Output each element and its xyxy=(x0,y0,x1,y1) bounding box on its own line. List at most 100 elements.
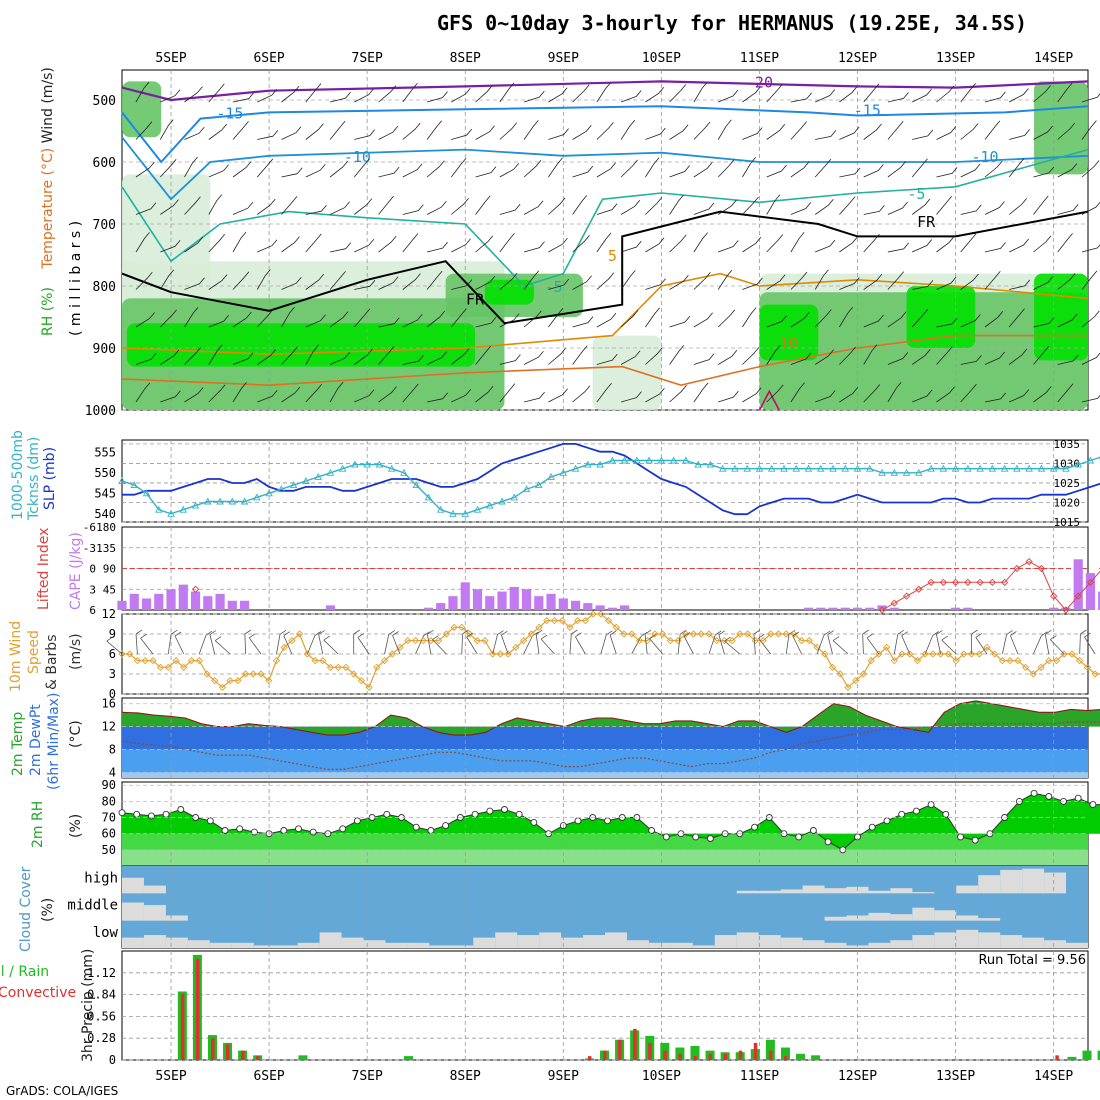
precip-conv-label: Convective xyxy=(0,985,76,1001)
wind-barb xyxy=(160,349,180,365)
thickness-point xyxy=(731,464,739,472)
wind-barb xyxy=(742,347,760,365)
wind-barb-10m xyxy=(248,633,262,655)
cape-bar xyxy=(1073,559,1083,610)
rh-tick: 60 xyxy=(102,827,116,841)
top-date-tick: 9SEP xyxy=(548,51,579,66)
thickness-point xyxy=(155,505,163,513)
wind-barb xyxy=(159,119,174,140)
cape-bar xyxy=(877,605,887,610)
wind-barb xyxy=(693,121,711,140)
wind-barb-10m xyxy=(106,636,123,655)
cape-bar xyxy=(154,593,164,610)
wind-barb xyxy=(135,121,153,140)
contour-label: 5 xyxy=(608,247,617,265)
rh-point xyxy=(912,807,920,815)
cloud-high-bar xyxy=(1000,869,1023,894)
cape-bar xyxy=(129,593,139,610)
wind-barb-10m xyxy=(683,631,694,655)
wind-barb xyxy=(669,315,691,328)
rh-point xyxy=(471,810,479,818)
wind-barb xyxy=(426,270,443,290)
wind-barb xyxy=(766,83,783,103)
wind-barb xyxy=(984,120,1001,140)
wind-barb-10m xyxy=(135,629,143,655)
wind-barb xyxy=(1009,279,1031,290)
wind-barb-10m xyxy=(214,636,231,655)
cape-bar xyxy=(840,607,850,610)
rh-shading xyxy=(906,286,976,348)
wind-barb xyxy=(596,122,614,140)
wind-barb xyxy=(790,92,812,103)
precip-conv-bar xyxy=(693,1056,697,1060)
wind-barb-10m xyxy=(492,630,504,655)
cloud-low-bar xyxy=(714,935,737,948)
wind-speed-point xyxy=(1029,670,1037,678)
wind-speed-point xyxy=(164,663,172,671)
wind-barb xyxy=(839,126,860,140)
wind-barb xyxy=(160,159,177,178)
wind-barb xyxy=(645,87,665,103)
wind-barb xyxy=(645,278,666,290)
wind-barb xyxy=(960,233,977,253)
wind-barb xyxy=(548,278,570,290)
wind-barb xyxy=(1057,383,1074,403)
rh-point xyxy=(1074,794,1082,802)
wind-speed-point xyxy=(365,683,373,691)
cloud-low-bar xyxy=(517,935,540,948)
wind-barb xyxy=(1057,354,1079,365)
wind-speed-point xyxy=(272,657,281,665)
wind-barb xyxy=(863,344,878,365)
cloud-low-bar xyxy=(363,940,386,948)
rh-point xyxy=(942,810,950,818)
wind-barb xyxy=(1081,160,1100,178)
rh-point xyxy=(412,823,420,831)
wind-barb xyxy=(1057,273,1076,290)
bottom-date-axis: 5SEP 6SEP 7SEP 8SEP 9SEP 10SEP 11SEP 12SEP 13SEP… xyxy=(155,1069,1073,1084)
wind-barb xyxy=(548,237,568,253)
wind-barb xyxy=(596,232,612,253)
wind-barb-10m xyxy=(140,633,154,655)
cloud-low-bar xyxy=(890,940,913,948)
wind-speed-point xyxy=(882,643,891,651)
wind-barb xyxy=(839,86,858,103)
cloud-low-bar xyxy=(605,932,627,948)
wind-barb xyxy=(718,390,739,403)
wind-speed-point xyxy=(743,630,752,638)
cloud-low-bar xyxy=(187,940,210,948)
li-point xyxy=(1062,606,1070,614)
wind-barb-10m xyxy=(924,631,939,655)
wind-speed-point xyxy=(519,637,528,645)
wind-speed-point xyxy=(797,637,806,645)
lifted-index-label: Lifted Index xyxy=(36,528,52,610)
cloud-low-bar xyxy=(297,942,320,948)
li-point xyxy=(191,585,200,593)
thickness-point xyxy=(804,464,813,472)
wind-barb xyxy=(402,204,424,215)
wind-barb xyxy=(596,312,617,328)
wind-barb xyxy=(305,233,322,253)
wind-barb xyxy=(523,200,544,215)
cloud-low-bar xyxy=(736,932,759,948)
wind-barb xyxy=(815,89,836,103)
thickness-point xyxy=(1049,464,1058,472)
cape-bar xyxy=(436,603,446,610)
bottom-date-tick: 12SEP xyxy=(838,1069,877,1084)
cloud-high-bar xyxy=(736,890,759,894)
wind-barb xyxy=(257,309,274,328)
top-date-tick: 8SEP xyxy=(450,51,481,66)
wind-barb xyxy=(596,162,616,178)
wind-barb xyxy=(499,203,521,215)
wind-barb-10m xyxy=(724,636,741,655)
rh-shading xyxy=(759,304,819,361)
wind-speed-point xyxy=(836,670,844,678)
cape-bar xyxy=(1085,573,1096,610)
wind-barb xyxy=(353,308,371,328)
wind-speed-point xyxy=(628,630,636,638)
wind-barb xyxy=(475,316,497,328)
rh-point xyxy=(883,817,891,825)
wind-barb xyxy=(960,314,981,328)
precip-tick: 0.28 xyxy=(87,1031,116,1045)
precip-conv-bar xyxy=(180,993,185,1060)
thickness-point xyxy=(1025,464,1033,472)
